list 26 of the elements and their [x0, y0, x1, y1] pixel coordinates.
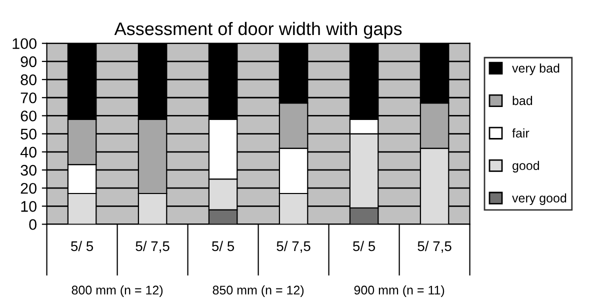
x-tick-label: 5/ 7,5 [136, 240, 170, 253]
legend-label: very bad [512, 63, 560, 76]
y-tick-label: 60 [20, 110, 36, 122]
legend-label: fair [512, 128, 530, 138]
y-tick-label: 40 [20, 146, 36, 158]
y-tick-label: 50 [20, 128, 36, 140]
y-tick-label: 0 [29, 219, 36, 230]
y-tick-label: 80 [20, 74, 36, 86]
x-tick-label: 5/ 5 [212, 240, 234, 252]
x-tick-label: 5/ 5 [71, 240, 94, 252]
legend-label: very good [512, 193, 566, 205]
y-tick-label: 90 [20, 56, 36, 68]
text: 850 mm (n = 12) [212, 285, 304, 297]
y-tick-label: 100 [12, 38, 36, 50]
legend-label: good [512, 160, 540, 173]
y-tick-label: 20 [20, 182, 36, 194]
chart-title: Assessment of door width with gaps [114, 22, 402, 39]
legend-label: bad [512, 96, 532, 106]
text: 900 mm (n = 11) [354, 285, 444, 297]
x-tick-label: 5/ 5 [353, 240, 376, 252]
y-tick-label: 10 [21, 201, 36, 212]
y-tick-label: 30 [20, 164, 36, 176]
y-tick-label: 70 [20, 92, 36, 104]
text: 800 mm (n = 12) [72, 285, 163, 297]
x-tick-label: 5/ 7,5 [418, 240, 452, 253]
x-tick-label: 5/ 7,5 [276, 240, 310, 253]
